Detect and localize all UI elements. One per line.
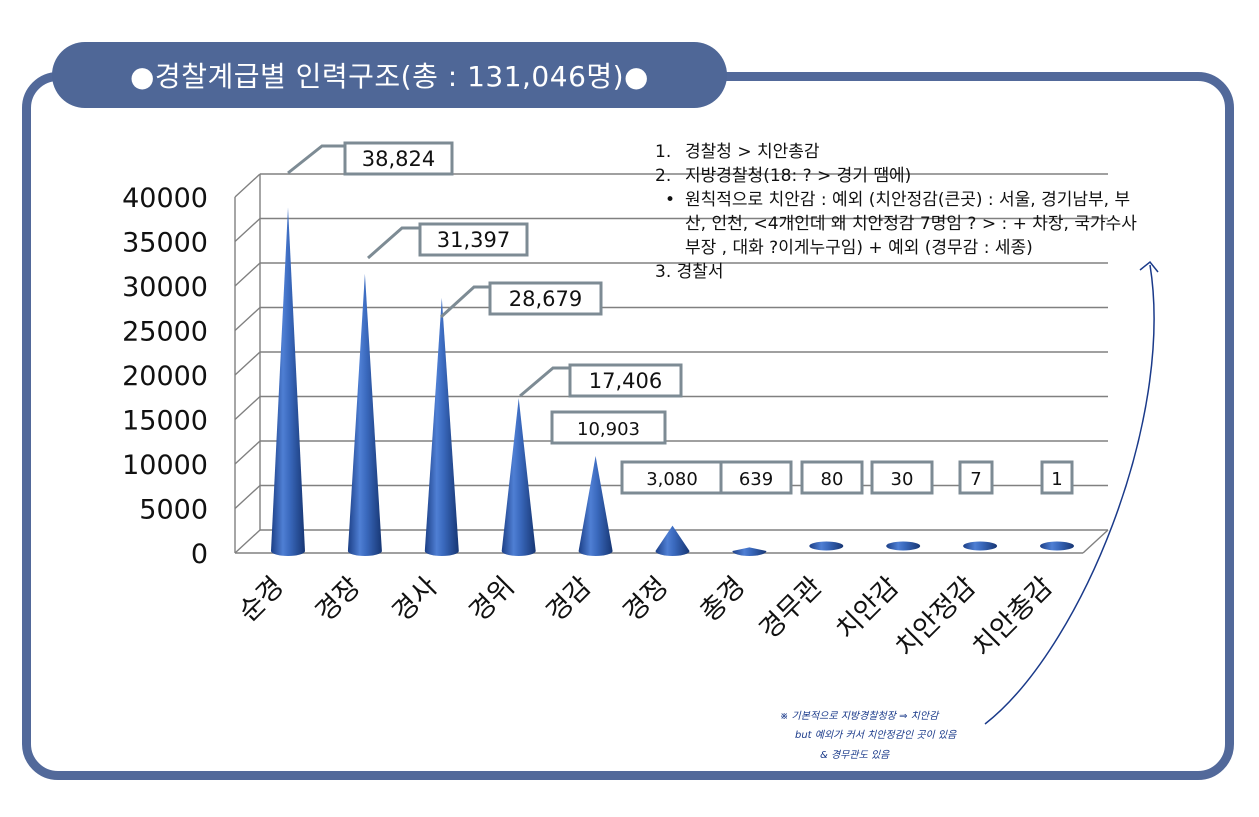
gridline-diagonal	[234, 306, 261, 332]
cone-bar	[963, 541, 998, 551]
data-label: 80	[821, 469, 844, 490]
label-leader-line	[519, 366, 570, 398]
note-item-2-text: 지방경찰청(18: ? > 경기 땜에)	[685, 166, 912, 186]
annotation-arrow-head	[1139, 260, 1159, 273]
gridline-diagonal	[234, 217, 261, 243]
label-leader-line	[439, 285, 490, 319]
data-label-box	[870, 460, 934, 495]
data-label: 31,397	[437, 228, 510, 252]
data-label: 10,903	[577, 419, 640, 440]
y-tick-label: 0	[191, 539, 208, 570]
y-tick-label: 5000	[139, 495, 208, 526]
note-bullet-line-2: 산, 인천, <4개인데 왜 치안정감 7명임 ? > : + 차장, 국가수사	[685, 214, 1137, 234]
data-labels: 38,824 31,397 28,679 17,406 10,903 3,080 639 80…	[287, 141, 1074, 495]
y-axis-ticks: 0 5000 10000 15000 20000 25000 30000 35000 40000	[122, 183, 208, 570]
gridline-diagonal	[234, 484, 261, 510]
cones	[271, 207, 1074, 556]
x-tick-label: 치안총감	[967, 571, 1059, 663]
title-tab: ●경찰계급별 인력구조(총 : 131,046명)●	[52, 42, 727, 108]
data-label: 7	[970, 469, 981, 490]
cone-bar	[1040, 541, 1074, 551]
note-bullet-line-3: 부장 , 대화 ?이게누구임) + 예외 (경무감 : 세종)	[685, 238, 1033, 258]
x-tick-label: 순경	[233, 571, 290, 628]
x-tick-label: 총경	[694, 571, 751, 628]
cone-bar	[578, 455, 613, 556]
label-leader-line	[287, 144, 345, 175]
data-label-box	[568, 363, 683, 398]
data-label-box	[1040, 460, 1074, 495]
x-tick-label: 치안정감	[890, 571, 982, 663]
x-tick-label: 경사	[387, 571, 444, 628]
y-tick-label: 25000	[122, 317, 208, 348]
gridline-diagonal	[234, 262, 261, 287]
y-tick-label: 40000	[122, 183, 208, 214]
chart-title: ●경찰계급별 인력구조(총 : 131,046명)●	[130, 60, 649, 93]
note-item-1-text: 경찰청 > 치안총감	[685, 142, 820, 162]
y-tick-label: 15000	[122, 406, 208, 437]
gridline-diagonal	[234, 440, 261, 465]
x-tick-label: 경장	[310, 571, 367, 628]
annotation-arrow	[984, 264, 1155, 725]
handwritten-annotation: ※ 기본적으로 지방경찰청장 ⇒ 치안감 but 예외가 커서 치안정감인 곳이…	[780, 260, 1159, 761]
data-label: 30	[891, 469, 914, 490]
data-label-box	[550, 410, 667, 445]
data-label: 17,406	[589, 369, 662, 393]
data-label: 38,824	[362, 147, 435, 171]
data-label-box	[719, 460, 793, 495]
cone-bar	[886, 541, 921, 551]
handwritten-note-line-1: ※ 기본적으로 지방경찰청장 ⇒ 치안감	[780, 710, 940, 722]
data-label-box	[958, 460, 994, 495]
cone-bar	[271, 207, 305, 556]
note-item-3: 3. 경찰서	[655, 262, 724, 282]
bullet-icon: •	[664, 190, 676, 210]
note-bullet-line-1: • 원칙적으로 치안감 : 예외 (치안정감(큰곳) : 서울, 경기남부, 부	[655, 188, 1245, 212]
gridline-diagonal	[234, 173, 261, 198]
note-bullet-text-1: 원칙적으로 치안감 : 예외 (치안정감(큰곳) : 서울, 경기남부, 부	[685, 190, 1131, 210]
cone-bar	[501, 398, 536, 556]
cone-bar	[809, 541, 844, 551]
x-tick-label: 경위	[464, 571, 521, 628]
y-tick-label: 35000	[122, 228, 208, 259]
y-tick-label: 10000	[122, 450, 208, 481]
data-label: 28,679	[509, 287, 582, 311]
note-item-1: 1. 경찰청 > 치안총감	[655, 140, 1245, 164]
data-label-box	[620, 460, 724, 495]
cone-bar	[732, 547, 767, 556]
handwritten-note-line-3: & 경무관도 있음	[820, 749, 890, 761]
data-label: 1	[1051, 469, 1062, 490]
data-label-box	[800, 460, 864, 495]
x-tick-label: 경무관	[754, 571, 829, 646]
gridline-diagonal	[234, 351, 261, 376]
y-tick-label: 20000	[122, 361, 208, 392]
cone-bar	[424, 297, 459, 556]
note-item-2: 2. 지방경찰청(18: ? > 경기 땜에)	[655, 164, 1245, 188]
note-item-1-number: 1.	[655, 142, 672, 162]
data-label: 639	[739, 469, 773, 490]
data-label-box	[488, 281, 603, 316]
data-label-box	[343, 141, 454, 176]
x-tick-label: 경감	[540, 571, 597, 628]
data-label: 3,080	[646, 469, 698, 490]
x-tick-label: 경정	[617, 571, 674, 628]
floor-right-edge	[1082, 529, 1109, 554]
cone-bar	[655, 525, 690, 556]
cone-bar	[347, 273, 382, 556]
gridline-diagonal	[234, 529, 261, 554]
data-label-box	[418, 222, 529, 257]
label-leader-line	[367, 226, 420, 260]
gridline-diagonal	[234, 395, 261, 421]
handwritten-note-line-2: but 예외가 커서 치안정감인 곳이 있음	[795, 729, 957, 741]
y-tick-label: 30000	[122, 272, 208, 303]
note-item-2-number: 2.	[655, 166, 672, 186]
x-tick-label: 치안감	[831, 571, 906, 646]
notes-list: 1. 경찰청 > 치안총감 2. 지방경찰청(18: ? > 경기 땜에) • 원칙적…	[655, 140, 1245, 284]
